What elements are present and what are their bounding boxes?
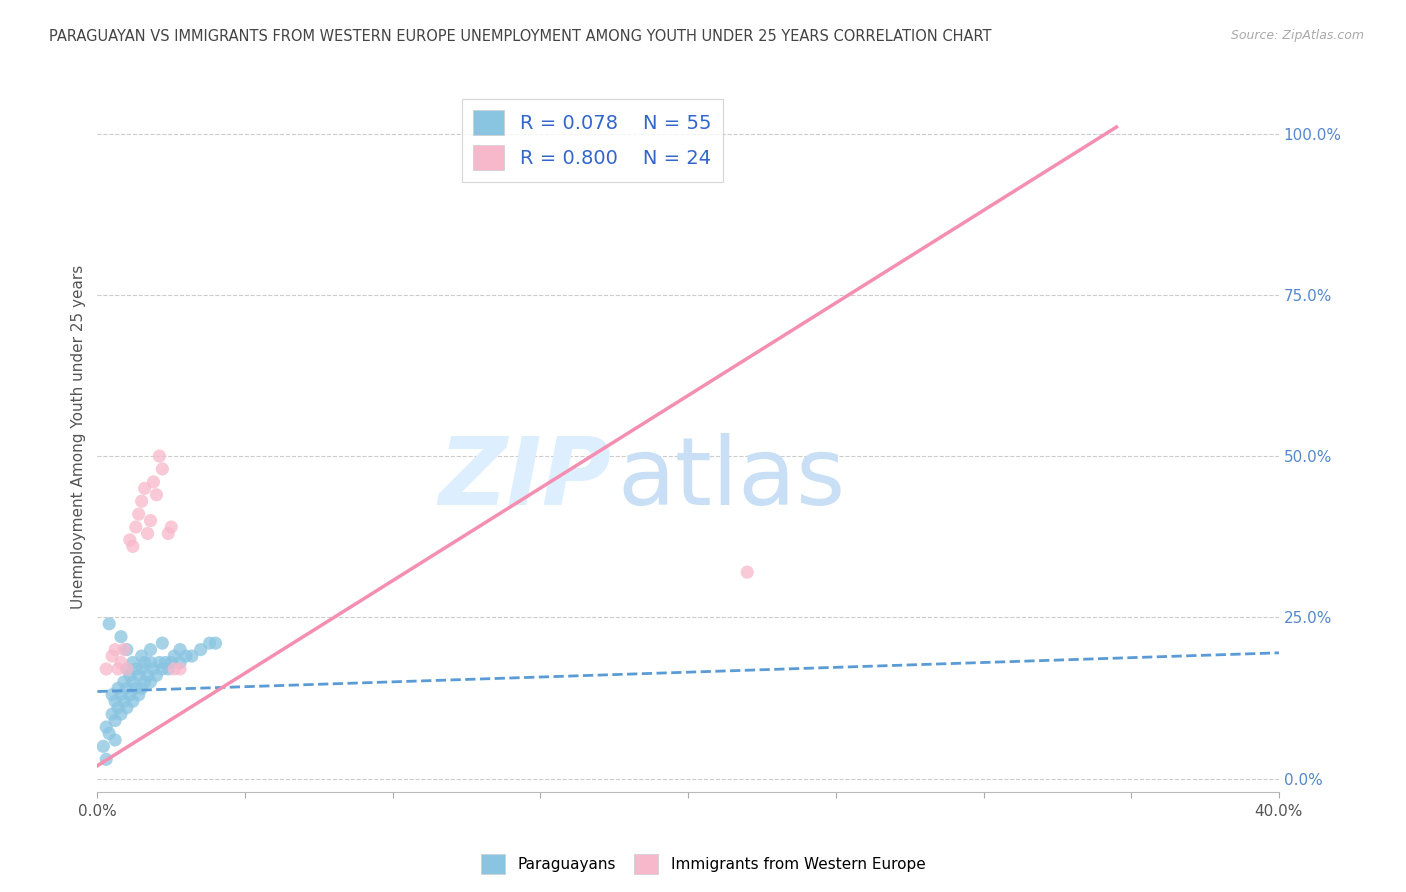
Point xyxy=(121,540,143,554)
Point xyxy=(115,700,138,714)
Point xyxy=(148,449,170,463)
Point xyxy=(107,681,129,696)
Point xyxy=(125,681,148,696)
Point xyxy=(101,707,124,722)
Point xyxy=(107,700,129,714)
Text: PARAGUAYAN VS IMMIGRANTS FROM WESTERN EUROPE UNEMPLOYMENT AMONG YOUTH UNDER 25 Y: PARAGUAYAN VS IMMIGRANTS FROM WESTERN EU… xyxy=(49,29,991,44)
Point xyxy=(155,656,177,670)
Point xyxy=(115,642,138,657)
Point xyxy=(145,488,167,502)
Point xyxy=(180,648,202,663)
Point xyxy=(98,616,121,631)
Point xyxy=(121,694,143,708)
Point xyxy=(150,662,173,676)
Point xyxy=(190,642,212,657)
Point xyxy=(104,694,127,708)
Point xyxy=(198,636,221,650)
Point xyxy=(131,494,153,508)
Point xyxy=(110,630,132,644)
Point xyxy=(139,514,162,528)
Point xyxy=(112,642,135,657)
Point xyxy=(96,720,118,734)
Point xyxy=(101,688,124,702)
Point xyxy=(169,656,191,670)
Point xyxy=(118,533,141,547)
Point xyxy=(160,520,183,534)
Point xyxy=(142,662,165,676)
Point xyxy=(91,739,114,754)
Point xyxy=(150,462,173,476)
Y-axis label: Unemployment Among Youth under 25 years: Unemployment Among Youth under 25 years xyxy=(72,265,86,609)
Point xyxy=(104,642,127,657)
Point xyxy=(150,636,173,650)
Text: Source: ZipAtlas.com: Source: ZipAtlas.com xyxy=(1230,29,1364,42)
Point xyxy=(121,656,143,670)
Point xyxy=(735,565,758,579)
Legend: R = 0.078    N = 55, R = 0.800    N = 24: R = 0.078 N = 55, R = 0.800 N = 24 xyxy=(461,99,723,182)
Point xyxy=(163,662,186,676)
Point xyxy=(128,668,150,682)
Point xyxy=(118,688,141,702)
Point xyxy=(131,662,153,676)
Point xyxy=(157,526,180,541)
Point xyxy=(104,732,127,747)
Point xyxy=(148,656,170,670)
Point xyxy=(145,668,167,682)
Point xyxy=(115,662,138,676)
Point xyxy=(104,714,127,728)
Point xyxy=(134,674,156,689)
Point xyxy=(112,674,135,689)
Point xyxy=(96,752,118,766)
Text: atlas: atlas xyxy=(617,434,845,525)
Point xyxy=(139,642,162,657)
Point xyxy=(139,674,162,689)
Point xyxy=(204,636,226,650)
Legend: Paraguayans, Immigrants from Western Europe: Paraguayans, Immigrants from Western Eur… xyxy=(474,848,932,880)
Point xyxy=(121,674,143,689)
Point xyxy=(131,648,153,663)
Point xyxy=(107,662,129,676)
Point xyxy=(110,707,132,722)
Point xyxy=(115,681,138,696)
Point xyxy=(136,668,159,682)
Point xyxy=(131,681,153,696)
Point xyxy=(101,648,124,663)
Point xyxy=(96,662,118,676)
Point xyxy=(139,656,162,670)
Point xyxy=(160,656,183,670)
Point xyxy=(169,662,191,676)
Point xyxy=(115,662,138,676)
Point xyxy=(112,694,135,708)
Text: ZIP: ZIP xyxy=(439,434,612,525)
Point xyxy=(125,520,148,534)
Point xyxy=(125,662,148,676)
Point xyxy=(142,475,165,489)
Point xyxy=(110,688,132,702)
Point xyxy=(128,507,150,521)
Point xyxy=(118,668,141,682)
Point xyxy=(169,642,191,657)
Point xyxy=(136,526,159,541)
Point xyxy=(128,688,150,702)
Point xyxy=(98,726,121,740)
Point xyxy=(134,656,156,670)
Point xyxy=(163,648,186,663)
Point xyxy=(174,648,197,663)
Point xyxy=(134,481,156,495)
Point xyxy=(157,662,180,676)
Point xyxy=(110,656,132,670)
